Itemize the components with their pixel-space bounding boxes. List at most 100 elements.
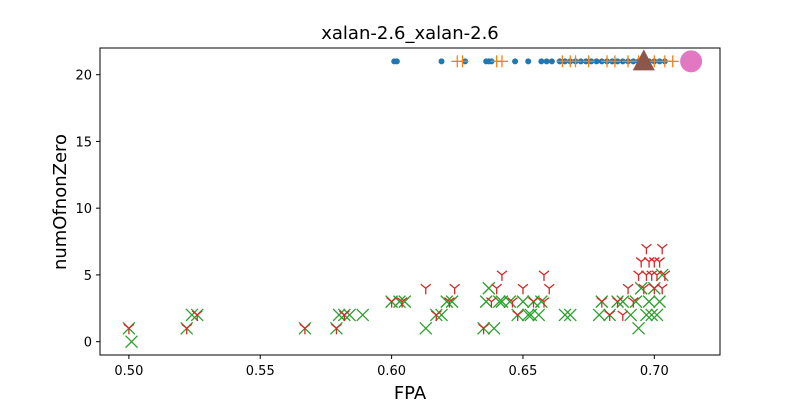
plus-marker [622,55,635,68]
plot-area [122,49,703,349]
x-marker [419,321,433,335]
plus-marker [648,55,661,68]
tri-down-marker [622,283,634,295]
x-marker [645,308,659,322]
tri-down-marker [299,323,311,335]
x-marker [521,308,535,322]
tri-down-marker [638,283,650,295]
tri-down-marker [538,297,550,308]
tri-down-marker [507,297,518,308]
x-marker [516,295,530,309]
x-marker [343,308,357,322]
chart-title: xalan-2.6_xalan-2.6 [321,23,499,44]
x-marker [624,308,638,322]
x-tick-label: 0.70 [640,364,669,379]
tri-down-marker [659,270,671,281]
plus-marker [495,55,508,68]
x-marker [435,308,448,322]
tri-down-marker [386,297,398,308]
x-marker [558,308,572,322]
tri-down-marker [517,283,529,295]
x-marker [634,281,648,295]
x-marker [125,335,138,349]
x-tick-label: 0.65 [508,364,537,379]
y-axis-label: numOfnonZero [50,134,71,270]
x-marker [398,295,412,309]
y-tick-label: 5 [84,269,92,284]
tri-down-marker [512,310,524,321]
tri-down-marker [656,243,668,255]
x-marker [534,295,548,309]
x-marker [639,308,653,322]
y-axis: 0 5 10 15 20 [75,69,100,351]
tri-down-marker [654,257,665,268]
x-marker [393,295,406,309]
tri-down-marker [478,323,489,335]
tri-down-marker [444,297,455,308]
x-marker [563,308,577,322]
tri-down-marker [430,310,442,321]
plus-marker [582,55,595,68]
plus-marker [608,55,621,68]
x-axis-label: FPA [394,383,427,400]
x-marker [532,308,546,322]
dot-marker [543,58,550,65]
dot-marker [438,58,445,65]
x-marker [650,308,664,322]
tri-down-marker [538,270,550,281]
dot-marker [393,58,400,65]
x-axis: 0.50 0.55 0.60 0.65 0.70 [114,355,669,379]
x-marker [482,281,496,295]
y-tick-label: 10 [75,202,92,217]
tri-down-marker [596,297,608,308]
tri-down-marker [643,257,655,268]
x-marker [185,308,199,322]
plus-marker [569,55,582,68]
x-marker [632,321,646,335]
tri-down-marker [396,297,408,308]
tri-down-marker [641,243,652,255]
dot-marker [525,58,532,65]
x-marker [653,295,667,309]
tri-down-marker [617,310,629,321]
large-circle-marker [680,50,703,73]
tri-down-marker [648,283,660,295]
dot-marker [593,58,600,65]
dot-marker [548,58,555,65]
x-marker [616,295,630,309]
tri-down-marker [648,257,660,268]
plot-frame [99,47,721,356]
x-marker [332,308,346,322]
tri-down-marker [496,270,508,281]
y-tick-label: 15 [75,135,92,150]
x-marker [492,295,506,309]
tri-down-marker [486,297,497,308]
tri-down-marker [123,323,135,335]
tri-down-marker [604,310,616,321]
x-marker [487,321,501,335]
tri-down-marker [528,297,539,308]
y-tick-label: 20 [75,69,92,84]
x-marker [445,295,459,309]
tri-down-marker [646,270,658,281]
x-tick-label: 0.50 [114,364,143,379]
tri-down-marker [633,270,644,281]
tri-down-marker [627,297,639,308]
y-tick-label: 0 [84,336,92,351]
triangle-marker [632,49,655,71]
plus-marker [456,55,469,68]
tri-down-marker [181,323,193,335]
tri-down-marker [543,283,555,295]
x-marker [440,295,454,309]
tri-down-marker [491,283,503,295]
x-marker [592,308,606,322]
dot-marker [538,58,545,65]
tri-down-marker [641,270,652,281]
tri-down-marker [612,297,623,308]
tri-down-marker [656,283,668,295]
x-tick-label: 0.60 [377,364,406,379]
x-tick-label: 0.55 [246,364,275,379]
x-marker [356,308,370,322]
x-marker [642,295,656,309]
